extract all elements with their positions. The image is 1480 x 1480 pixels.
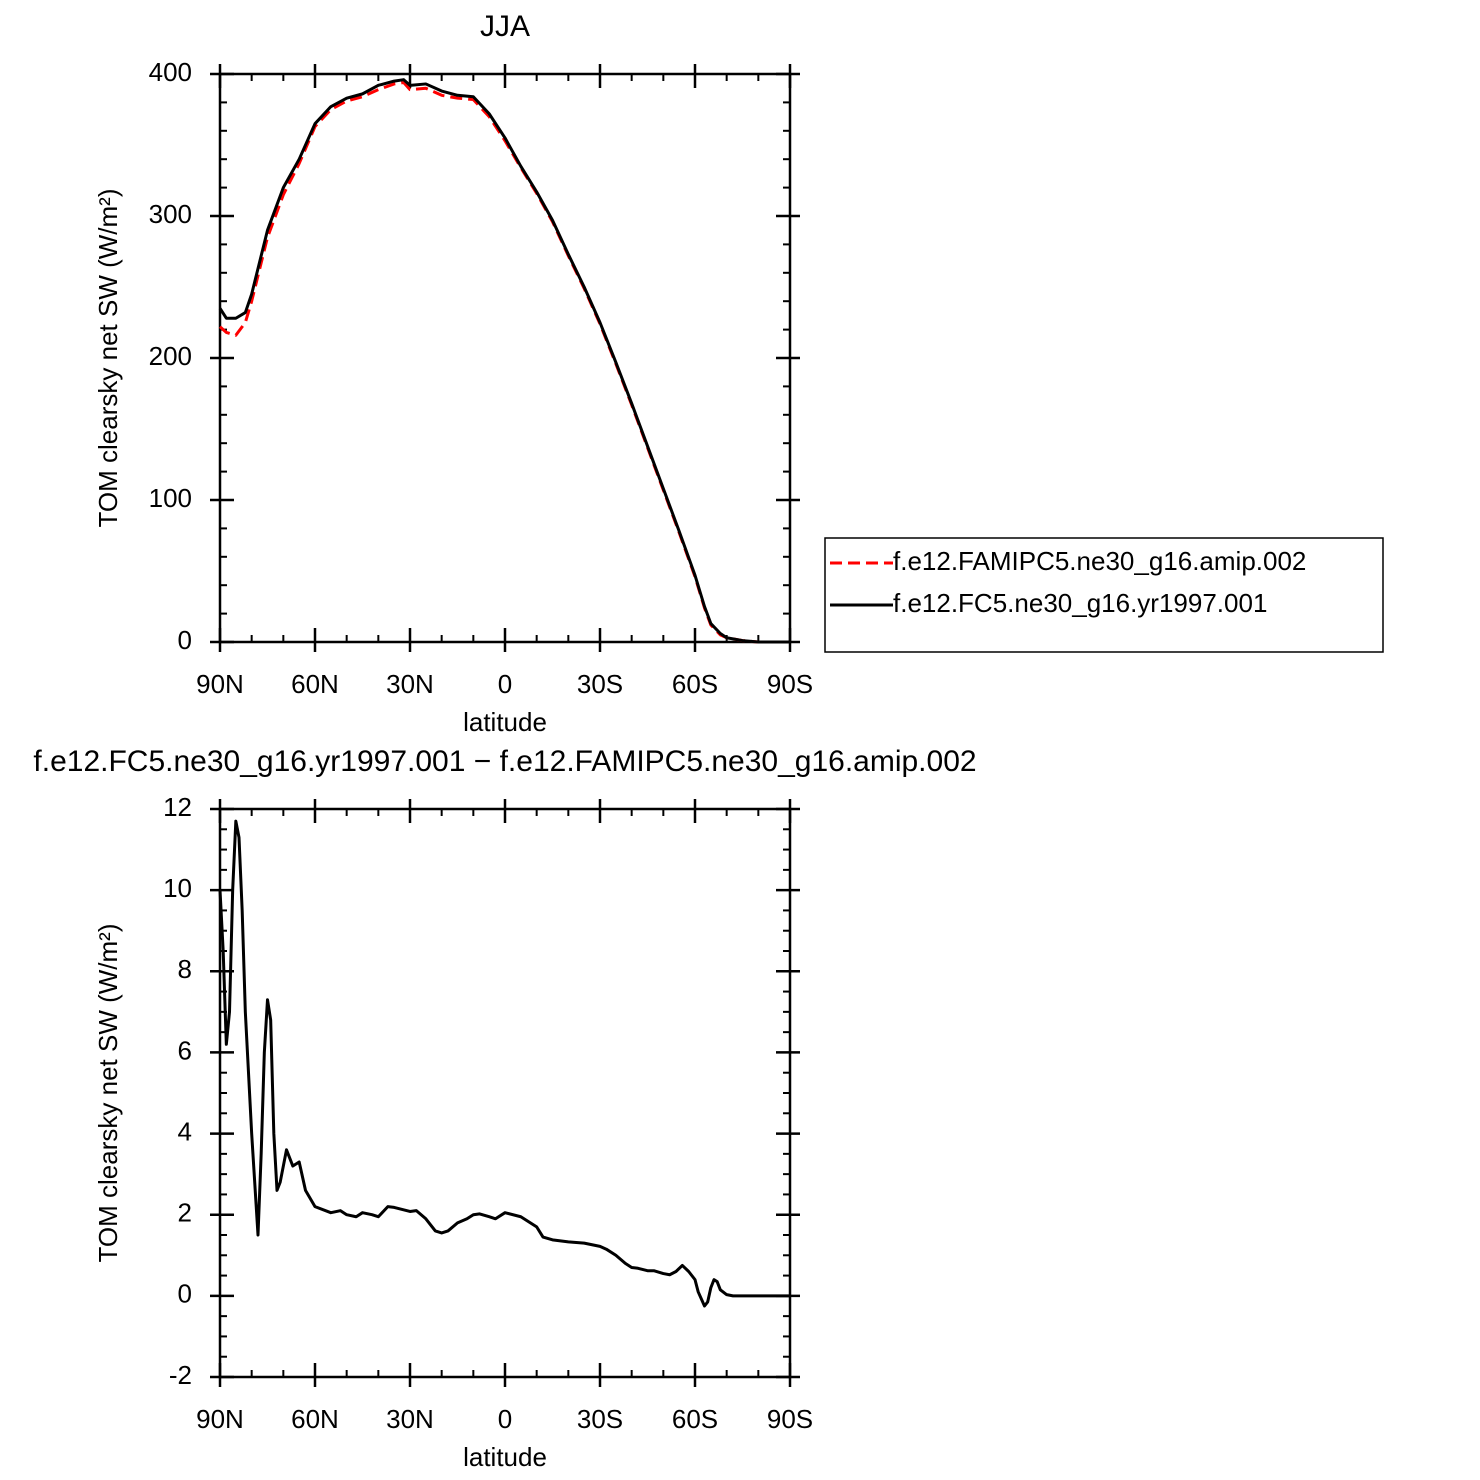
y-tick-label: 4 bbox=[178, 1116, 192, 1146]
x-tick-label: 60N bbox=[291, 1404, 339, 1434]
y-tick-label: 6 bbox=[178, 1035, 192, 1065]
y-tick-label: 200 bbox=[149, 341, 192, 371]
x-tick-label: 30N bbox=[386, 669, 434, 699]
x-tick-label: 60S bbox=[672, 669, 718, 699]
plot-frame bbox=[218, 807, 792, 1379]
y-axis-label: TOM clearsky net SW (W/m²) bbox=[93, 189, 123, 528]
x-tick-label: 90N bbox=[196, 1404, 244, 1434]
legend-box bbox=[824, 537, 1384, 653]
x-axis-label: latitude bbox=[463, 707, 547, 737]
y-tick-label: 2 bbox=[178, 1198, 192, 1228]
y-tick-label: 0 bbox=[178, 625, 192, 655]
x-tick-label: 30S bbox=[577, 1404, 623, 1434]
y-axis-label: TOM clearsky net SW (W/m²) bbox=[93, 924, 123, 1263]
plot-frame bbox=[218, 72, 792, 644]
x-tick-label: 30N bbox=[386, 1404, 434, 1434]
data-line bbox=[218, 81, 790, 644]
x-tick-label: 60N bbox=[291, 669, 339, 699]
y-tick-label: 400 bbox=[149, 57, 192, 87]
x-tick-label: 90N bbox=[196, 669, 244, 699]
y-tick-label: -2 bbox=[169, 1360, 192, 1390]
legend-label: f.e12.FAMIPC5.ne30_g16.amip.002 bbox=[893, 546, 1306, 576]
legend-label: f.e12.FC5.ne30_g16.yr1997.001 bbox=[893, 588, 1267, 618]
y-tick-label: 10 bbox=[163, 873, 192, 903]
y-tick-label: 100 bbox=[149, 483, 192, 513]
y-tick-label: 12 bbox=[163, 792, 192, 822]
data-line bbox=[218, 819, 790, 1308]
y-tick-label: 300 bbox=[149, 199, 192, 229]
chart-title: JJA bbox=[480, 10, 530, 43]
x-axis-label: latitude bbox=[463, 1442, 547, 1472]
x-tick-label: 0 bbox=[498, 1404, 512, 1434]
y-tick-label: 0 bbox=[178, 1279, 192, 1309]
x-tick-label: 60S bbox=[672, 1404, 718, 1434]
x-tick-label: 90S bbox=[767, 1404, 813, 1434]
x-tick-label: 90S bbox=[767, 669, 813, 699]
data-line bbox=[218, 78, 790, 644]
x-tick-label: 30S bbox=[577, 669, 623, 699]
chart-title: f.e12.FC5.ne30_g16.yr1997.001 − f.e12.FA… bbox=[33, 745, 976, 778]
y-tick-label: 8 bbox=[178, 954, 192, 984]
x-tick-label: 0 bbox=[498, 669, 512, 699]
